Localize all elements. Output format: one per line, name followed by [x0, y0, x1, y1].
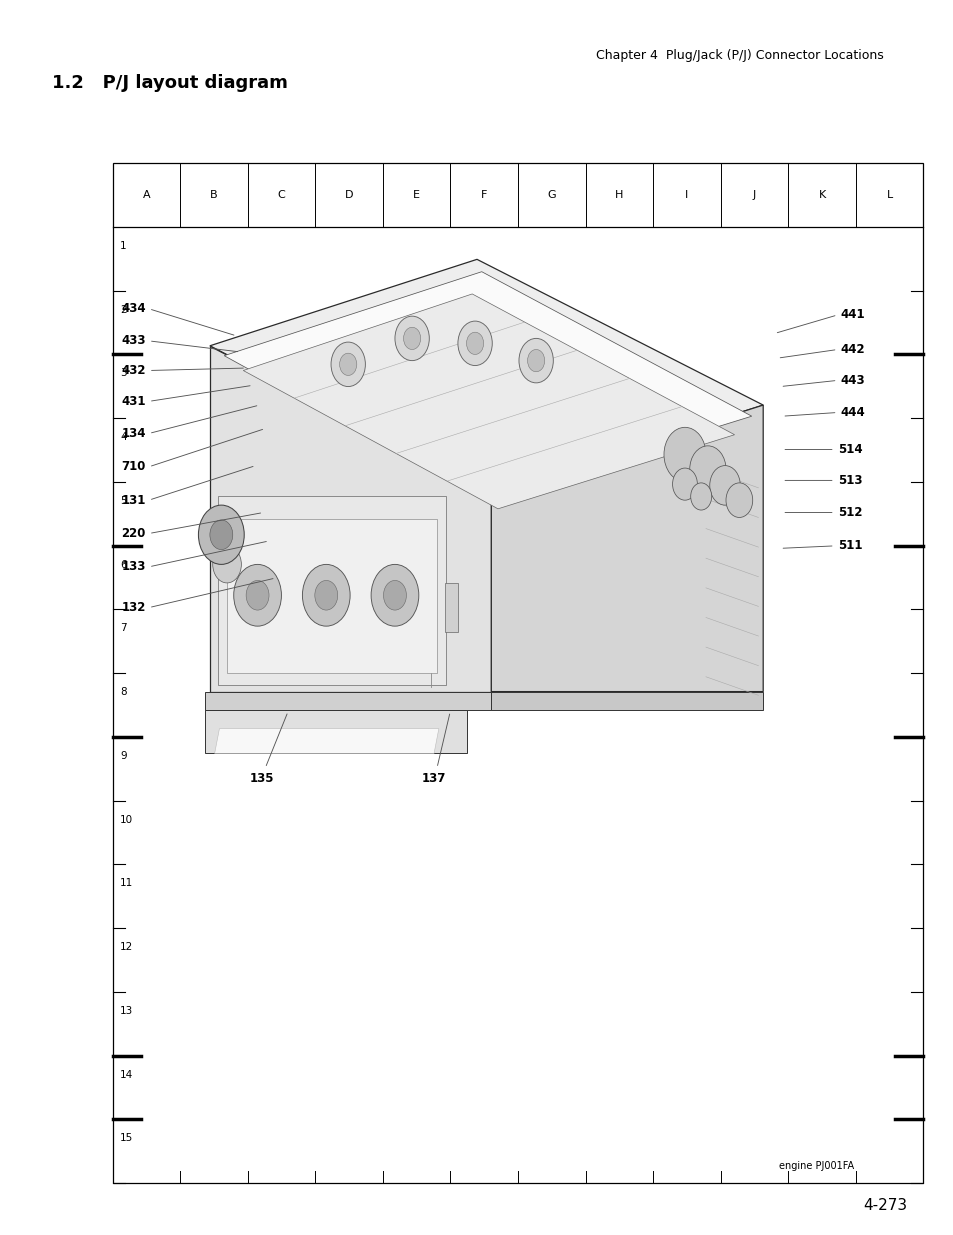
Polygon shape — [217, 496, 446, 685]
Text: 220: 220 — [121, 527, 146, 540]
Text: 443: 443 — [840, 374, 864, 387]
Circle shape — [466, 332, 483, 354]
Text: 5: 5 — [120, 495, 127, 506]
Polygon shape — [491, 692, 762, 710]
Text: 14: 14 — [120, 1070, 133, 1079]
Circle shape — [246, 580, 269, 610]
Text: H: H — [615, 190, 623, 200]
Circle shape — [690, 483, 711, 510]
Text: 11: 11 — [120, 878, 133, 888]
Text: 13: 13 — [120, 1005, 133, 1016]
Text: 4: 4 — [120, 432, 127, 442]
Circle shape — [371, 564, 418, 626]
Text: 433: 433 — [121, 335, 146, 347]
Text: 8: 8 — [120, 687, 127, 697]
Polygon shape — [210, 346, 491, 692]
Polygon shape — [491, 405, 762, 692]
Circle shape — [302, 564, 350, 626]
Circle shape — [395, 316, 429, 361]
Text: 15: 15 — [120, 1134, 133, 1144]
Text: 1: 1 — [120, 241, 127, 251]
Text: A: A — [142, 190, 150, 200]
Polygon shape — [205, 692, 491, 710]
Text: C: C — [277, 190, 285, 200]
Circle shape — [233, 564, 281, 626]
Text: K: K — [818, 190, 825, 200]
Text: 710: 710 — [121, 461, 146, 473]
Circle shape — [198, 505, 244, 564]
Text: 513: 513 — [837, 474, 862, 487]
Circle shape — [527, 350, 544, 372]
Text: 133: 133 — [121, 561, 146, 573]
Text: engine PJ001FA: engine PJ001FA — [778, 1161, 853, 1171]
Circle shape — [457, 321, 492, 366]
Text: 4-273: 4-273 — [862, 1198, 906, 1213]
Text: 442: 442 — [840, 343, 864, 356]
Circle shape — [663, 427, 705, 482]
Polygon shape — [224, 272, 751, 499]
Circle shape — [672, 468, 697, 500]
Text: B: B — [210, 190, 217, 200]
Text: J: J — [752, 190, 756, 200]
Polygon shape — [214, 729, 438, 753]
Text: 432: 432 — [121, 364, 146, 377]
Text: 7: 7 — [120, 624, 127, 634]
Bar — [444, 583, 457, 632]
Text: 3: 3 — [120, 368, 127, 378]
Text: L: L — [885, 190, 892, 200]
Text: 9: 9 — [120, 751, 127, 761]
Circle shape — [689, 446, 725, 493]
Bar — [112, 163, 923, 1183]
Polygon shape — [205, 710, 467, 753]
Text: 434: 434 — [121, 303, 146, 315]
Text: 131: 131 — [121, 494, 146, 506]
Circle shape — [403, 327, 420, 350]
Circle shape — [383, 580, 406, 610]
Text: F: F — [480, 190, 487, 200]
Circle shape — [213, 546, 241, 583]
Text: 2: 2 — [120, 305, 127, 315]
Circle shape — [725, 483, 752, 517]
Text: 10: 10 — [120, 815, 133, 825]
Text: 132: 132 — [121, 601, 146, 614]
Text: 6: 6 — [120, 559, 127, 569]
Circle shape — [210, 520, 233, 550]
Circle shape — [518, 338, 553, 383]
Text: 444: 444 — [840, 406, 864, 419]
Text: 134: 134 — [121, 427, 146, 440]
Text: 12: 12 — [120, 942, 133, 952]
Text: 135: 135 — [250, 772, 274, 784]
Polygon shape — [227, 519, 436, 673]
Text: 431: 431 — [121, 395, 146, 408]
Polygon shape — [243, 294, 734, 509]
Text: 1.2   P/J layout diagram: 1.2 P/J layout diagram — [52, 74, 288, 93]
Text: 441: 441 — [840, 309, 864, 321]
Circle shape — [331, 342, 365, 387]
Text: D: D — [344, 190, 353, 200]
Text: 514: 514 — [837, 443, 862, 456]
Circle shape — [314, 580, 337, 610]
Circle shape — [709, 466, 740, 505]
Text: I: I — [684, 190, 688, 200]
Circle shape — [339, 353, 356, 375]
Text: 137: 137 — [421, 772, 446, 784]
Text: 512: 512 — [837, 506, 862, 519]
Text: Chapter 4  Plug/Jack (P/J) Connector Locations: Chapter 4 Plug/Jack (P/J) Connector Loca… — [596, 49, 883, 63]
Text: 511: 511 — [837, 540, 862, 552]
Text: G: G — [547, 190, 556, 200]
Polygon shape — [210, 259, 762, 492]
Text: E: E — [413, 190, 419, 200]
